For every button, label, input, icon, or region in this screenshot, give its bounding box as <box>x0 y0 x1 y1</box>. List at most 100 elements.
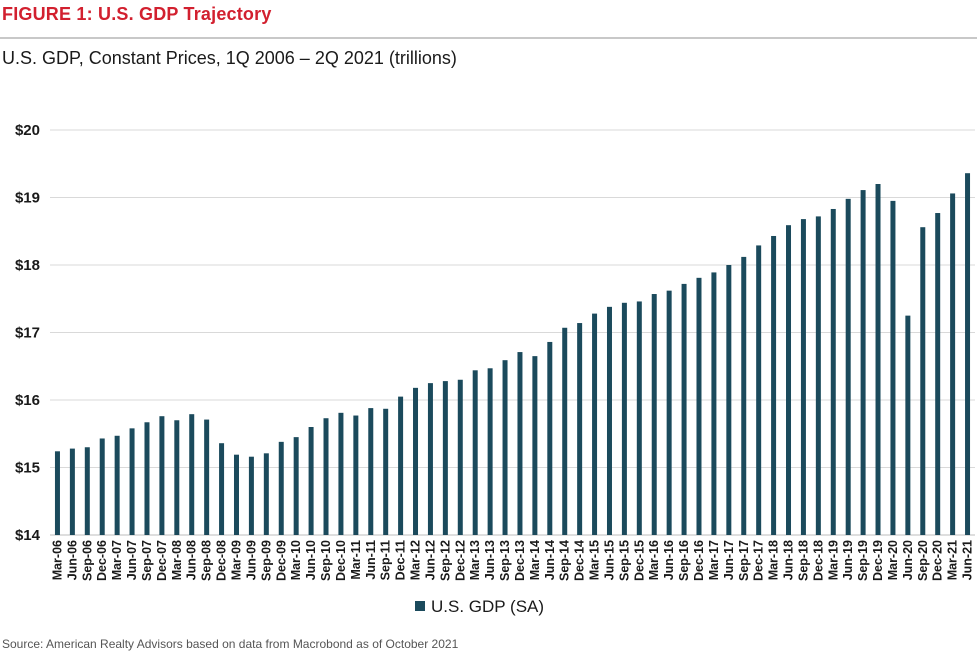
x-tick-label: Dec-08 <box>215 540 229 581</box>
gdp-bar <box>950 193 956 535</box>
x-tick-label: Sep-17 <box>737 540 751 581</box>
x-tick-label: Mar-19 <box>826 540 840 580</box>
x-tick-label: Mar-20 <box>886 540 900 580</box>
gdp-bar <box>174 420 180 535</box>
gdp-bar <box>830 208 836 536</box>
gdp-bar <box>114 435 120 535</box>
y-tick-label: $20 <box>15 122 40 139</box>
x-tick-label: Jun-12 <box>423 540 437 580</box>
x-tick-label: Sep-20 <box>916 540 930 581</box>
gdp-bar <box>159 416 165 535</box>
y-tick-label: $17 <box>15 325 40 342</box>
gdp-bar <box>278 441 284 535</box>
gdp-bar <box>800 219 806 535</box>
gdp-bar <box>711 272 717 535</box>
gdp-bar <box>472 370 478 535</box>
x-tick-label: Mar-21 <box>946 540 960 580</box>
y-tick-label: $16 <box>15 392 40 409</box>
x-tick-label: Mar-10 <box>289 540 303 580</box>
gdp-bar <box>457 379 463 535</box>
gdp-bar <box>308 427 314 535</box>
gdp-bar <box>69 448 75 535</box>
x-tick-label: Mar-12 <box>409 540 423 580</box>
x-tick-label: Jun-16 <box>662 540 676 580</box>
legend-label: U.S. GDP (SA) <box>431 597 544 616</box>
gdp-bar <box>248 456 254 535</box>
x-tick-label: Dec-14 <box>573 540 587 581</box>
gdp-bar <box>219 443 225 535</box>
x-tick-label: Dec-15 <box>632 540 646 581</box>
x-tick-label: Jun-20 <box>901 540 915 580</box>
x-tick-label: Sep-08 <box>200 540 214 581</box>
x-tick-label: Sep-09 <box>259 540 273 581</box>
gdp-bar <box>383 408 389 535</box>
gdp-bar <box>935 213 941 535</box>
chart-subtitle: U.S. GDP, Constant Prices, 1Q 2006 – 2Q … <box>2 48 457 68</box>
gridlines <box>50 129 975 536</box>
x-tick-label: Mar-15 <box>588 540 602 580</box>
gdp-bar <box>427 383 433 536</box>
x-tick-label: Sep-19 <box>856 540 870 581</box>
gdp-bar <box>204 419 210 535</box>
gdp-bar <box>547 341 553 535</box>
gdp-bar <box>621 302 627 535</box>
y-tick-label: $14 <box>15 527 41 544</box>
x-tick-label: Sep-07 <box>140 540 154 581</box>
gdp-bar <box>398 396 404 535</box>
x-tick-label: Jun-21 <box>961 540 975 580</box>
gdp-bar <box>845 198 851 535</box>
gdp-bar <box>890 200 896 535</box>
x-tick-label: Dec-17 <box>752 540 766 581</box>
x-tick-label: Dec-07 <box>155 540 169 581</box>
y-tick-label: $19 <box>15 190 40 207</box>
y-tick-label: $15 <box>15 460 40 477</box>
gdp-bar <box>263 453 269 535</box>
gdp-bar <box>532 356 538 535</box>
x-tick-label: Dec-16 <box>692 540 706 581</box>
legend-swatch <box>415 601 425 611</box>
gdp-bar <box>562 327 568 535</box>
x-tick-label: Dec-20 <box>931 540 945 581</box>
x-tick-label: Dec-06 <box>95 540 109 581</box>
gdp-bar <box>920 227 926 535</box>
x-tick-label: Sep-18 <box>796 540 810 581</box>
x-tick-label: Jun-10 <box>304 540 318 580</box>
x-tick-label: Dec-11 <box>394 540 408 580</box>
gdp-bar <box>636 301 642 535</box>
gdp-bar <box>517 352 523 535</box>
x-tick-label: Jun-19 <box>841 540 855 580</box>
x-tick-label: Dec-18 <box>811 540 825 581</box>
gdp-bar <box>741 256 747 535</box>
gdp-bar <box>786 225 792 535</box>
gdp-bar <box>502 360 508 535</box>
gdp-bar <box>368 408 374 535</box>
x-tick-label: Mar-08 <box>170 540 184 580</box>
gdp-bar <box>592 313 598 535</box>
x-tick-label: Sep-06 <box>80 540 94 581</box>
gdp-bar <box>144 422 150 535</box>
gdp-bar <box>353 415 359 535</box>
x-tick-label: Jun-13 <box>483 540 497 580</box>
gdp-bar <box>54 451 60 535</box>
figure-title: FIGURE 1: U.S. GDP Trajectory <box>2 4 272 24</box>
x-tick-label: Dec-13 <box>513 540 527 581</box>
x-tick-label: Jun-08 <box>185 540 199 580</box>
gdp-bar <box>129 428 135 535</box>
gdp-bar <box>189 414 195 535</box>
y-tick-label: $18 <box>15 257 40 274</box>
x-tick-label: Sep-10 <box>319 540 333 581</box>
gdp-bar <box>413 387 419 535</box>
gdp-bar <box>323 418 329 535</box>
x-tick-label: Dec-12 <box>453 540 467 581</box>
legend: U.S. GDP (SA) <box>415 597 544 616</box>
gdp-bar <box>756 245 762 535</box>
x-tick-label: Jun-18 <box>782 540 796 580</box>
x-tick-label: Jun-15 <box>602 540 616 580</box>
gdp-bar <box>815 216 821 535</box>
gdp-bar <box>577 323 583 535</box>
x-tick-label: Mar-11 <box>349 540 363 580</box>
x-tick-label: Mar-09 <box>229 540 243 580</box>
x-tick-label: Jun-14 <box>543 540 557 580</box>
x-tick-label: Jun-17 <box>722 540 736 580</box>
x-tick-label: Dec-09 <box>274 540 288 581</box>
